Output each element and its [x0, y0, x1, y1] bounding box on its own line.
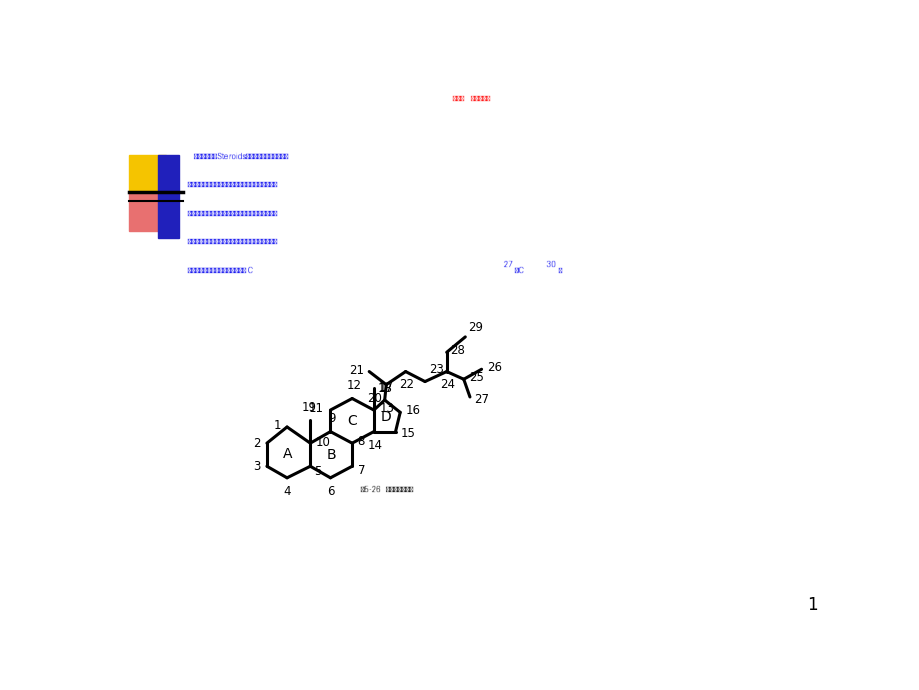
Text: 22: 22 — [399, 379, 414, 391]
Text: 14: 14 — [368, 439, 382, 451]
Text: 27: 27 — [473, 393, 488, 406]
Text: 2: 2 — [253, 437, 260, 450]
Text: 9: 9 — [328, 413, 335, 426]
Text: 23: 23 — [428, 363, 443, 376]
Text: C: C — [346, 414, 357, 428]
Text: D: D — [380, 410, 391, 424]
Text: 24: 24 — [439, 379, 455, 391]
Text: A: A — [283, 447, 292, 461]
Bar — [129, 155, 166, 192]
Text: 13: 13 — [379, 402, 393, 415]
Text: 21: 21 — [348, 364, 363, 377]
Bar — [157, 155, 179, 238]
Text: 26: 26 — [486, 361, 502, 374]
Text: 15: 15 — [401, 427, 415, 440]
Text: B: B — [326, 448, 335, 462]
Text: 16: 16 — [405, 404, 420, 417]
Text: 19: 19 — [301, 401, 316, 414]
Text: 11: 11 — [308, 402, 323, 415]
Text: 28: 28 — [450, 344, 465, 357]
Text: 18: 18 — [378, 382, 392, 395]
Text: 6: 6 — [327, 485, 335, 497]
Text: 12: 12 — [346, 380, 361, 393]
Text: 25: 25 — [469, 371, 483, 384]
Bar — [129, 192, 166, 230]
Text: 5: 5 — [313, 465, 322, 478]
Text: 20: 20 — [367, 391, 382, 404]
Text: 17: 17 — [379, 381, 393, 394]
Text: 8: 8 — [357, 435, 365, 448]
Text: 29: 29 — [468, 321, 482, 334]
Text: 10: 10 — [315, 436, 330, 449]
Text: 7: 7 — [357, 464, 365, 477]
Text: 4: 4 — [283, 485, 290, 497]
Text: 1: 1 — [806, 596, 817, 614]
Text: 1: 1 — [273, 419, 280, 432]
Text: 3: 3 — [253, 460, 260, 473]
